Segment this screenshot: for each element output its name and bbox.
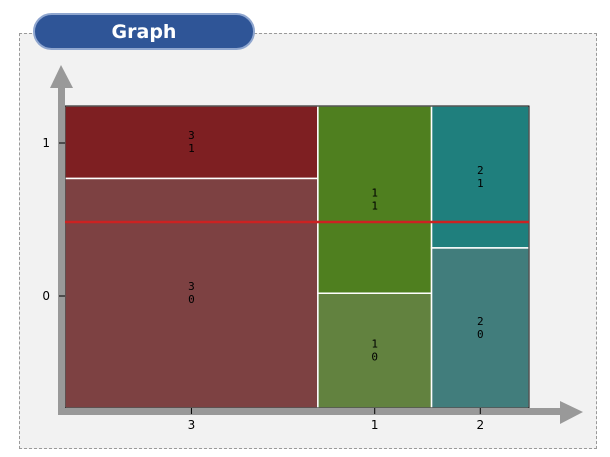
cell-label-bottom-2-0: 0: [477, 328, 484, 341]
cell-label-bottom-3-0: 0: [188, 293, 195, 306]
y-tick-label-0: 0: [42, 289, 50, 303]
x-tick-label-1: 1: [371, 418, 379, 432]
y-tick-label-1: 1: [42, 136, 50, 150]
cell-label-bottom-2-1: 1: [477, 177, 484, 190]
cell-label-top-3-1: 3: [188, 129, 195, 142]
graph-tab-label: Graph: [111, 20, 177, 43]
mosaic-cell-2-0: [430, 247, 530, 409]
mosaic-cell-3-0: [64, 177, 319, 409]
x-axis: [58, 408, 563, 415]
x-axis-arrow: [560, 401, 583, 424]
cell-label-top-1-0: 1: [371, 338, 378, 351]
cell-label-top-2-0: 2: [477, 315, 484, 328]
cell-label-bottom-1-0: 0: [371, 351, 378, 364]
y-axis: [58, 86, 65, 414]
mosaic-cell-2-1: [430, 105, 530, 249]
x-tick-label-2: 2: [476, 418, 484, 432]
cell-label-top-1-1: 1: [371, 187, 378, 200]
mosaic-cell-1-0: [317, 292, 433, 409]
cell-label-bottom-1-1: 1: [371, 200, 378, 213]
x-tick-label-3: 3: [188, 418, 196, 432]
y-axis-arrow: [50, 65, 73, 88]
graph-tab[interactable]: Graph: [33, 13, 255, 50]
cell-label-top-2-1: 2: [477, 164, 484, 177]
cell-label-top-3-0: 3: [188, 280, 195, 293]
cell-label-bottom-3-1: 1: [188, 142, 195, 155]
